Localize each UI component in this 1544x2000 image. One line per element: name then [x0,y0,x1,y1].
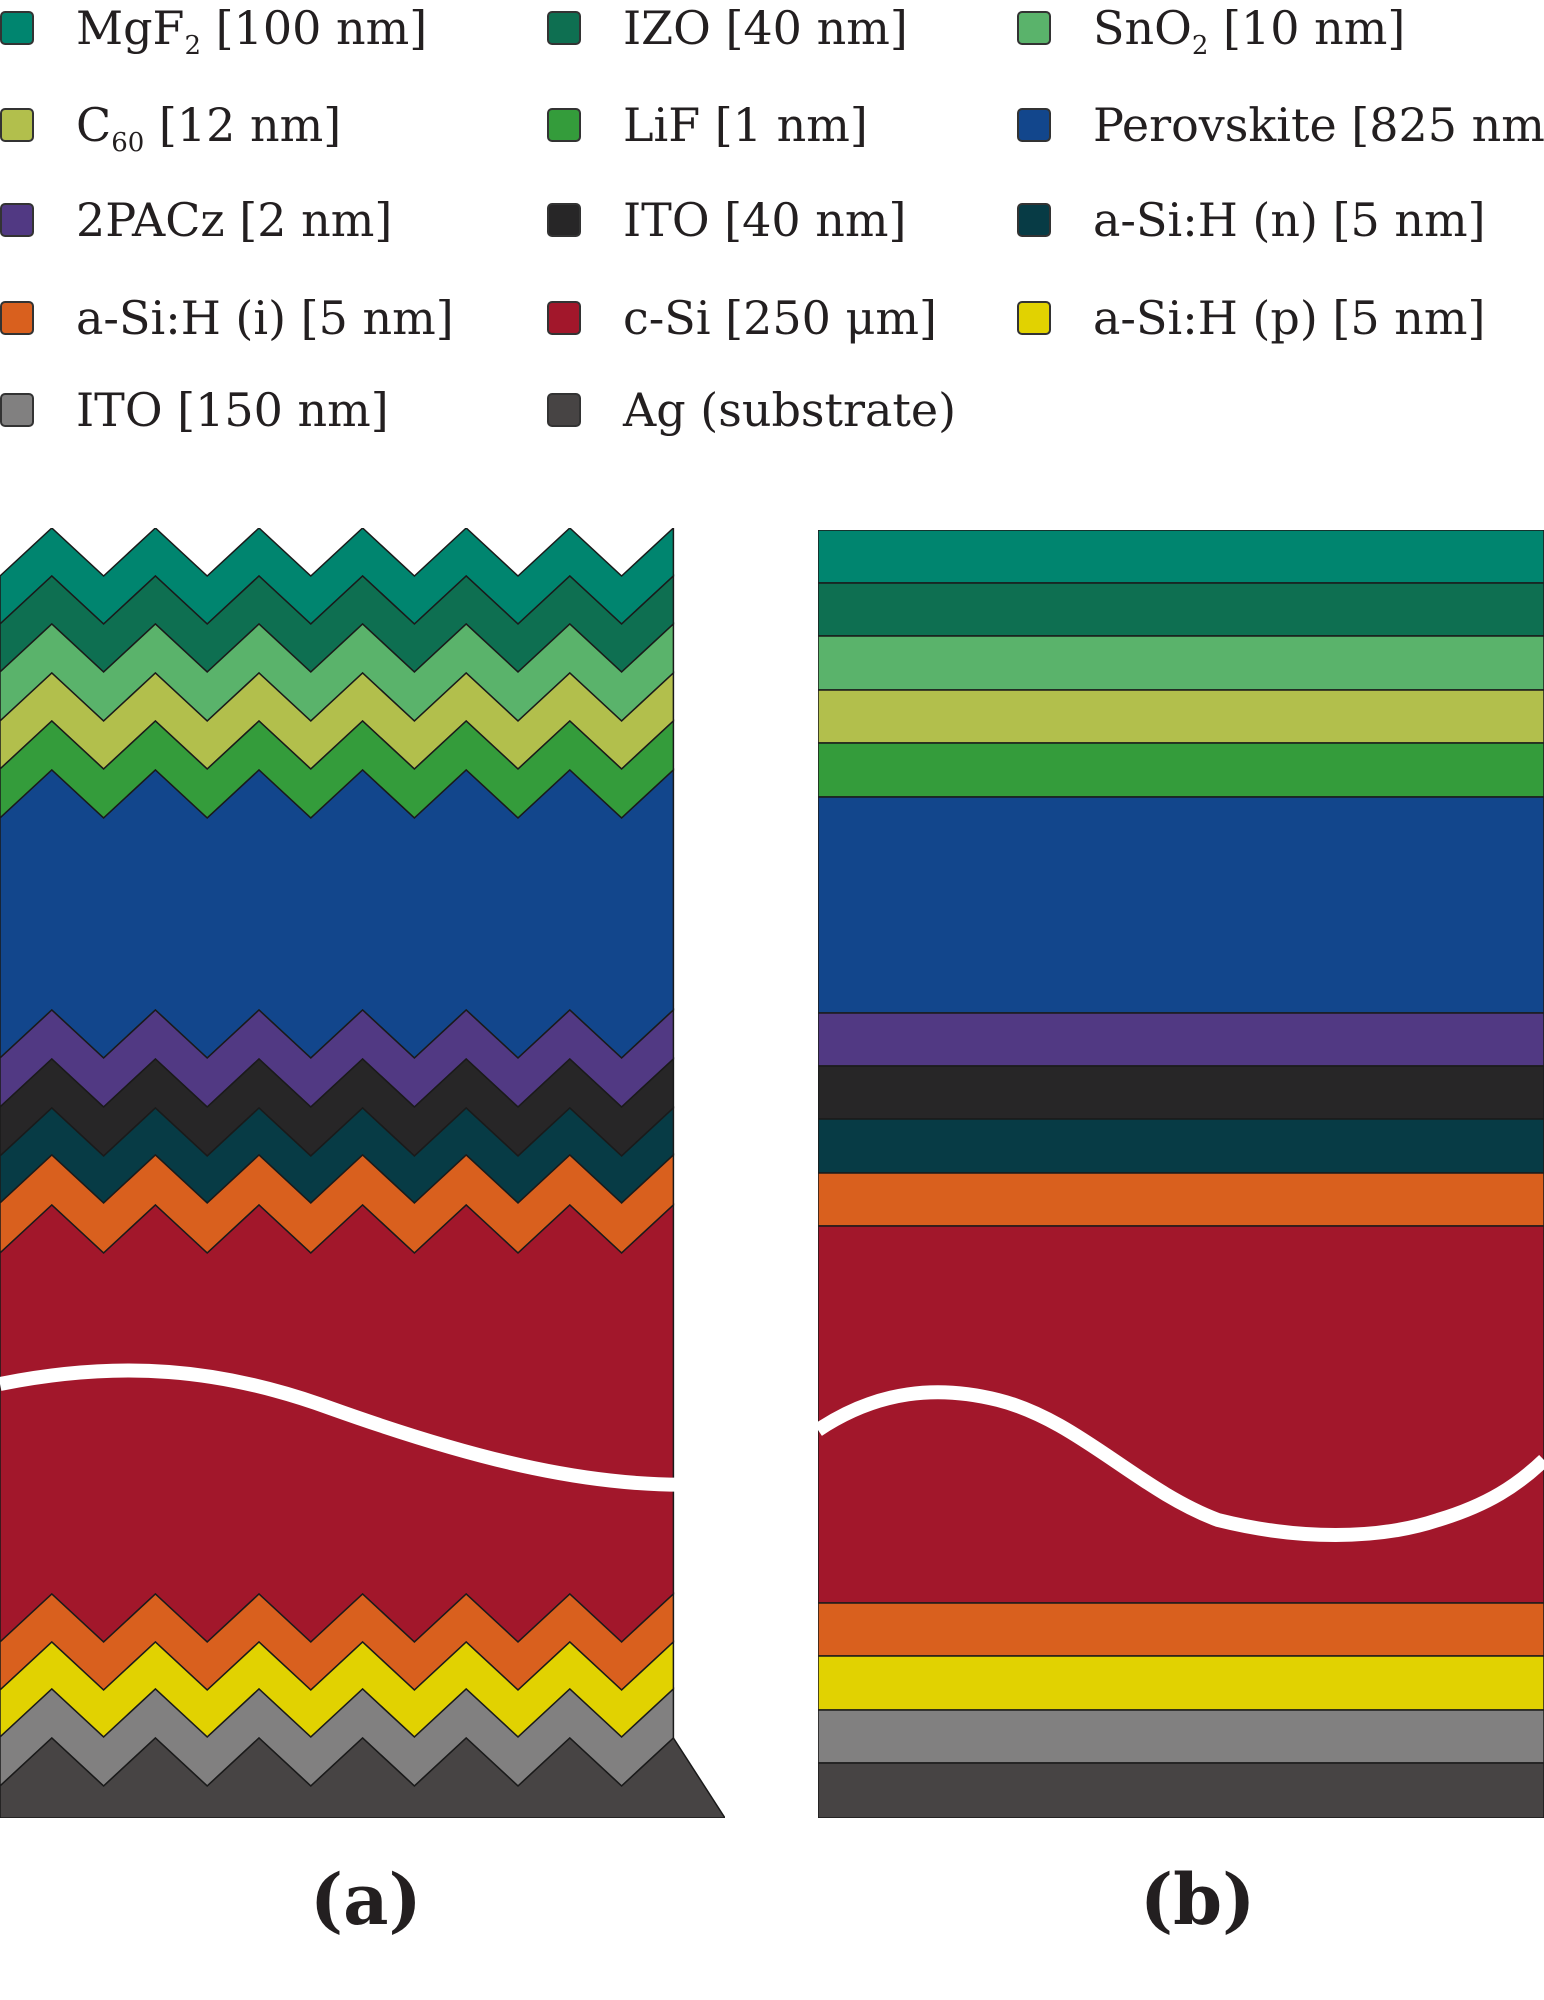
legend-swatch-ito40 [547,203,581,237]
legend-label-text: Perovskite [825 nm] [1093,98,1544,152]
legend-swatch-sno2 [1017,11,1051,45]
layer-b-ag-14 [818,1762,1544,1818]
legend-swatch-lif [547,108,581,142]
layer-b-asih-p-12 [818,1655,1544,1711]
planar-stack-diagram [818,530,1544,1818]
layer-b-perovskite-5 [818,796,1544,1014]
legend-label-text: ITO [40 nm] [623,193,907,247]
layer-b-izo-1 [818,582,1544,637]
legend-swatch-asih-i [0,301,34,335]
legend-label-text: a-Si:H (n) [5 nm] [1093,193,1486,247]
legend-label-ito40: ITO [40 nm] [623,197,906,243]
legend-label-subscript: 2 [184,31,202,61]
legend-label-text: IZO [40 nm] [623,1,908,55]
legend-label-subscript: 60 [111,128,145,158]
layer-b-csi-10 [818,1225,1544,1604]
legend-label-asih-n: a-Si:H (n) [5 nm] [1093,197,1486,243]
legend-swatch-c60 [0,108,34,142]
legend-swatch-perovskite [1017,108,1051,142]
layer-b-asih-n-8 [818,1118,1544,1174]
legend: MgF2 [100 nm] IZO [40 nm] SnO2 [10 nm] C60 … [0,0,1544,440]
legend-label-text: c-Si [250 μm] [623,291,937,345]
break-line-b [818,1385,1544,1542]
legend-item-csi: c-Si [250 μm] [547,293,937,343]
legend-label-text: [100 nm] [201,1,428,55]
legend-label-text: C [76,98,112,152]
legend-label-mgf2: MgF2 [100 nm] [76,5,427,59]
layer-b-c60-3 [818,689,1544,744]
legend-label-ag: Ag (substrate) [623,387,956,433]
legend-label-izo: IZO [40 nm] [623,5,908,51]
break-line-a [0,1363,725,1492]
layer-b-ito40-7 [818,1065,1544,1120]
legend-label-asih-i: a-Si:H (i) [5 nm] [76,295,454,341]
legend-label-text: MgF [76,1,185,55]
legend-label-text: LiF [1 nm] [623,98,868,152]
legend-swatch-izo [547,11,581,45]
legend-label-sno2: SnO2 [10 nm] [1093,5,1405,59]
legend-label-text: 2PACz [2 nm] [76,193,393,247]
legend-item-lif: LiF [1 nm] [547,100,868,150]
legend-swatch-ito150 [0,393,34,427]
legend-label-ito150: ITO [150 nm] [76,387,389,433]
legend-label-text: SnO [1093,1,1192,55]
legend-label-text: ITO [150 nm] [76,383,389,437]
legend-label-perovskite: Perovskite [825 nm] [1093,102,1544,148]
legend-swatch-asih-p [1017,301,1051,335]
layer-b-ito150-13 [818,1709,1544,1764]
panel-label-b: (b) [1140,1858,1256,1941]
legend-item-perovskite: Perovskite [825 nm] [1017,100,1544,150]
legend-swatch-asih-n [1017,203,1051,237]
legend-swatch-mgf2 [0,11,34,45]
legend-item-asih-p: a-Si:H (p) [5 nm] [1017,293,1485,343]
layer-b-asih-i-9 [818,1172,1544,1227]
panel-label-a: (a) [310,1858,422,1941]
legend-item-c60: C60 [12 nm] [0,100,341,156]
legend-label-2pacz: 2PACz [2 nm] [76,197,392,243]
legend-label-csi: c-Si [250 μm] [623,295,937,341]
layer-a-ag-14 [0,1736,725,1818]
legend-label-text: Ag (substrate) [623,383,957,437]
layer-b-lif-4 [818,742,1544,798]
legend-label-text: a-Si:H (p) [5 nm] [1093,291,1486,345]
legend-label-text: [12 nm] [144,98,342,152]
legend-item-asih-i: a-Si:H (i) [5 nm] [0,293,454,343]
legend-item-2pacz: 2PACz [2 nm] [0,195,392,245]
layer-b-asih-i-11 [818,1602,1544,1657]
legend-label-c60: C60 [12 nm] [76,102,341,156]
legend-swatch-ag [547,393,581,427]
layer-a-csi-10 [0,1203,675,1644]
legend-swatch-2pacz [0,203,34,237]
legend-item-ito150: ITO [150 nm] [0,385,389,435]
legend-label-text: [10 nm] [1208,1,1406,55]
legend-label-asih-p: a-Si:H (p) [5 nm] [1093,295,1485,341]
legend-item-izo: IZO [40 nm] [547,3,908,53]
legend-item-ag: Ag (substrate) [547,385,956,435]
legend-swatch-csi [547,301,581,335]
textured-stack-diagram [0,528,725,1818]
legend-item-ito40: ITO [40 nm] [547,195,906,245]
legend-label-text: a-Si:H (i) [5 nm] [76,291,454,345]
legend-label-lif: LiF [1 nm] [623,102,868,148]
layer-b-sno2-2 [818,635,1544,691]
layer-b-2pacz-6 [818,1012,1544,1067]
legend-label-subscript: 2 [1191,31,1209,61]
legend-item-sno2: SnO2 [10 nm] [1017,3,1405,59]
legend-item-mgf2: MgF2 [100 nm] [0,3,427,59]
legend-item-asih-n: a-Si:H (n) [5 nm] [1017,195,1486,245]
layer-b-mgf2-0 [818,530,1544,584]
